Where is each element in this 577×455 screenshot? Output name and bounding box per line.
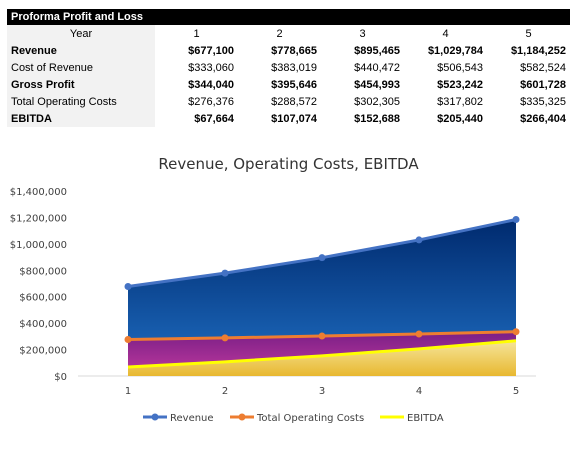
point-revenue (318, 254, 326, 262)
area-chart: $0 $200,000 $400,000 $600,000 $800,000 $1,000… (10, 187, 536, 424)
cell-value: $523,242 (404, 76, 487, 93)
table-row: Total Operating Costs $276,376 $288,572 $30… (7, 93, 570, 110)
point-total-operating-costs (415, 330, 423, 338)
area-series (128, 219, 516, 376)
row-label: Gross Profit (7, 76, 155, 93)
pl-table-container: Proforma Profit and Loss Year 1 2 3 4 5 Revenu… (7, 9, 570, 127)
cell-value: $317,802 (404, 93, 487, 110)
x-tick-label: 1 (125, 386, 131, 397)
table-row: Cost of Revenue $333,060 $383,019 $440,472 $… (7, 59, 570, 76)
cell-value: $395,646 (238, 76, 321, 93)
cell-value: $778,665 (238, 42, 321, 59)
year-column-header: 3 (321, 25, 404, 42)
legend-label: Revenue (170, 413, 214, 424)
cell-value: $67,664 (155, 110, 238, 127)
row-label: EBITDA (7, 110, 155, 127)
y-tick-label: $600,000 (19, 293, 67, 304)
x-tick-label: 2 (222, 386, 228, 397)
cell-value: $1,029,784 (404, 42, 487, 59)
cell-value: $333,060 (155, 59, 238, 76)
point-total-operating-costs (318, 332, 326, 340)
table-row: EBITDA $67,664 $107,074 $152,688 $205,440 $26… (7, 110, 570, 127)
cell-value: $454,993 (321, 76, 404, 93)
legend-label: Total Operating Costs (256, 413, 364, 424)
chart-area: Revenue, Operating Costs, EBITDA $0 $200,… (0, 150, 577, 450)
series-lines (124, 216, 520, 369)
cell-value: $276,376 (155, 93, 238, 110)
y-tick-label: $1,000,000 (10, 240, 67, 251)
cell-value: $107,074 (238, 110, 321, 127)
chart-title: Revenue, Operating Costs, EBITDA (158, 155, 419, 173)
cell-value: $582,524 (487, 59, 570, 76)
cell-value: $601,728 (487, 76, 570, 93)
y-tick-label: $1,200,000 (10, 213, 67, 224)
table-header-row: Year 1 2 3 4 5 (7, 25, 570, 42)
point-revenue (512, 216, 520, 224)
y-tick-label: $0 (54, 372, 67, 383)
x-tick-label: 4 (416, 386, 422, 397)
x-tick-label: 3 (319, 386, 325, 397)
point-total-operating-costs (512, 328, 520, 336)
cell-value: $288,572 (238, 93, 321, 110)
row-label: Cost of Revenue (7, 59, 155, 76)
cell-value: $1,184,252 (487, 42, 570, 59)
legend-marker-revenue (151, 413, 159, 421)
cell-value: $677,100 (155, 42, 238, 59)
pl-table: Year 1 2 3 4 5 Revenue $677,100 $778,665 $895,465… (7, 25, 570, 127)
point-revenue (221, 269, 229, 277)
cell-value: $152,688 (321, 110, 404, 127)
legend: Revenue Total Operating Costs EBITDA (143, 413, 444, 424)
point-total-operating-costs (221, 334, 229, 342)
legend-label: EBITDA (407, 413, 444, 424)
year-column-header: 1 (155, 25, 238, 42)
year-header: Year (7, 25, 155, 42)
cell-value: $440,472 (321, 59, 404, 76)
point-total-operating-costs (124, 335, 132, 343)
line-ebitda (127, 339, 517, 369)
year-column-header: 4 (404, 25, 487, 42)
cell-value: $344,040 (155, 76, 238, 93)
cell-value: $383,019 (238, 59, 321, 76)
table-title: Proforma Profit and Loss (7, 9, 570, 25)
cell-value: $205,440 (404, 110, 487, 127)
cell-value: $895,465 (321, 42, 404, 59)
y-tick-label: $1,400,000 (10, 187, 67, 198)
y-tick-label: $200,000 (19, 346, 67, 357)
x-axis: 1 2 3 4 5 (125, 386, 519, 397)
cell-value: $335,325 (487, 93, 570, 110)
y-tick-label: $400,000 (19, 319, 67, 330)
cell-value: $266,404 (487, 110, 570, 127)
row-label: Revenue (7, 42, 155, 59)
x-tick-label: 5 (513, 386, 519, 397)
table-row: Revenue $677,100 $778,665 $895,465 $1,029,78… (7, 42, 570, 59)
point-revenue (415, 236, 423, 244)
year-column-header: 5 (487, 25, 570, 42)
cell-value: $302,305 (321, 93, 404, 110)
row-label: Total Operating Costs (7, 93, 155, 110)
point-revenue (124, 283, 132, 291)
y-tick-label: $800,000 (19, 266, 67, 277)
legend-marker-total-operating-costs (238, 413, 246, 421)
year-column-header: 2 (238, 25, 321, 42)
table-row: Gross Profit $344,040 $395,646 $454,993 $523… (7, 76, 570, 93)
cell-value: $506,543 (404, 59, 487, 76)
